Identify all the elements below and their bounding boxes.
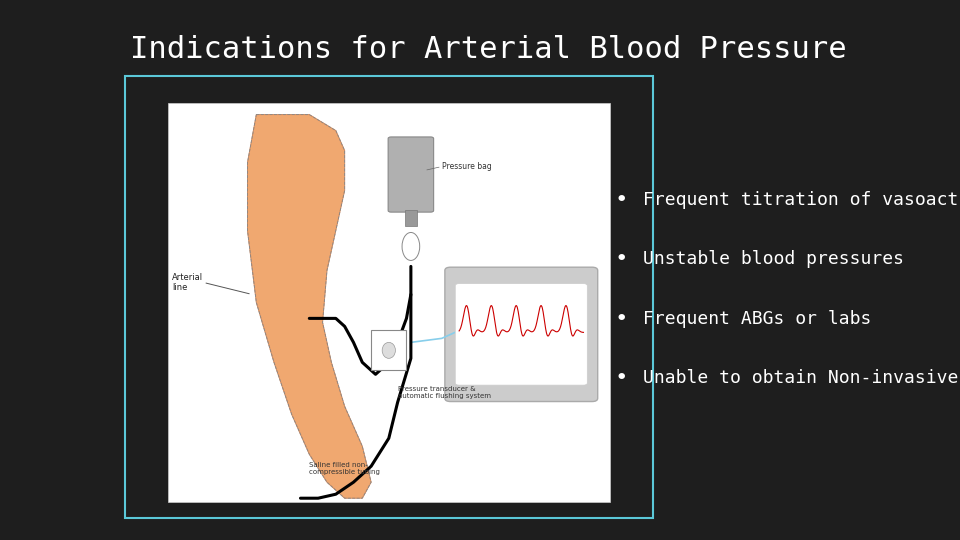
FancyBboxPatch shape: [455, 284, 588, 385]
FancyBboxPatch shape: [444, 267, 598, 402]
Text: Arterial
line: Arterial line: [173, 273, 204, 292]
Text: Frequent ABGs or labs: Frequent ABGs or labs: [643, 309, 872, 328]
Text: Frequent titration of vasoactive drips: Frequent titration of vasoactive drips: [643, 191, 960, 209]
Bar: [372, 330, 406, 370]
Text: Indications for Arterial Blood Pressure: Indications for Arterial Blood Pressure: [130, 35, 846, 64]
Ellipse shape: [382, 342, 396, 359]
Text: Saline filled non-
compressible tubing: Saline filled non- compressible tubing: [309, 462, 380, 475]
Text: •: •: [614, 368, 628, 388]
Bar: [168, 103, 610, 502]
Text: •: •: [614, 190, 628, 210]
Ellipse shape: [402, 232, 420, 260]
Polygon shape: [248, 114, 372, 498]
Text: Pressure bag: Pressure bag: [442, 162, 492, 171]
Text: •: •: [614, 308, 628, 329]
Text: •: •: [614, 249, 628, 269]
Text: Unstable blood pressures: Unstable blood pressures: [643, 250, 904, 268]
Text: Unable to obtain Non-invasive BP: Unable to obtain Non-invasive BP: [643, 369, 960, 387]
Bar: [125, 76, 653, 518]
Bar: [405, 211, 417, 226]
FancyBboxPatch shape: [388, 137, 434, 212]
Text: Pressure transducer &
automatic flushing system: Pressure transducer & automatic flushing…: [397, 386, 491, 399]
